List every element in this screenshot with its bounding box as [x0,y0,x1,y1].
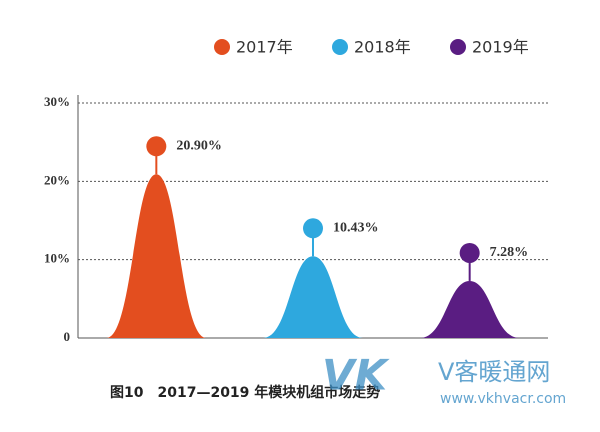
y-tick-label: 10% [44,251,70,266]
value-label: 7.28% [490,245,528,260]
legend-label: 2018年 [354,38,411,57]
legend-marker [214,39,230,55]
value-label: 20.90% [176,139,222,154]
peak [263,256,363,338]
legend-marker [332,39,348,55]
peak [419,280,520,338]
watermark-logo: VK [322,351,391,400]
y-tick-label: 0 [64,329,71,344]
watermark-name: V客暖通网 [438,358,550,386]
watermark-url: www.vkhvacr.com [440,391,566,407]
chart-caption: 图10 2017—2019 年模块机组市场走势 [110,384,380,401]
y-tick-label: 20% [44,172,70,187]
legend-label: 2019年 [472,38,529,57]
legend-label: 2017年 [236,38,293,57]
marker [459,242,480,263]
marker [146,136,167,157]
y-tick-label: 30% [44,94,70,109]
peak [106,174,207,338]
legend-marker [450,39,466,55]
marker [303,218,323,239]
value-label: 10.43% [333,221,379,236]
